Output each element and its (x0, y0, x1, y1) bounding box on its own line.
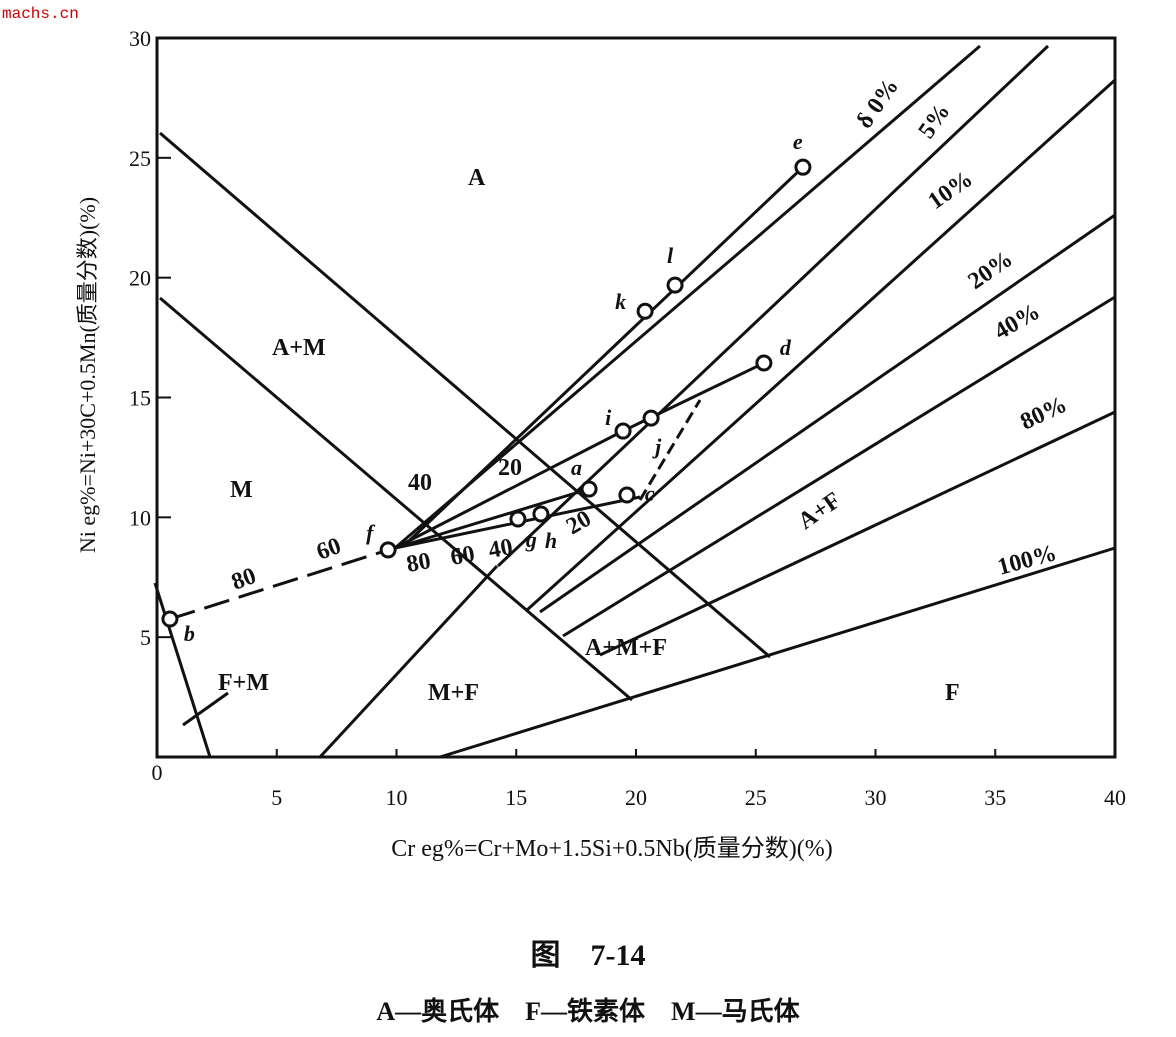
x-tick-label: 5 (271, 785, 282, 810)
y-axis-title: Ni eg%=Ni+30C+0.5Mn(质量分数)(%) (75, 197, 100, 553)
annotation: M (230, 477, 253, 503)
point-label: c (645, 481, 655, 506)
point (509, 510, 527, 528)
annotation: 80% (1017, 392, 1071, 436)
point (794, 158, 812, 176)
annotation: 40 (487, 534, 515, 564)
point-label: i (605, 405, 612, 430)
point-label: d (780, 335, 792, 360)
point (642, 409, 660, 427)
point-label: b (184, 621, 195, 646)
x-tick-label: 30 (865, 785, 887, 810)
annotation: A+M (272, 335, 326, 361)
annotation: A+F (794, 487, 846, 534)
point (161, 610, 179, 628)
y-tick-label: 5 (140, 625, 151, 650)
point-label: g (525, 527, 537, 552)
point-label: j (652, 434, 662, 459)
point-label: h (545, 528, 557, 553)
point-label: k (615, 289, 626, 314)
annotation: 5% (914, 99, 956, 143)
point (636, 302, 654, 320)
annotation: 60 (449, 541, 477, 571)
annotation: 80 (405, 548, 433, 578)
x-tick-label: 10 (386, 785, 408, 810)
annotation: 10% (924, 166, 978, 215)
annotation: F+M (218, 670, 269, 696)
x-tick-label: 35 (984, 785, 1006, 810)
annotation: 40% (990, 299, 1045, 346)
point-label: a (571, 455, 582, 480)
annotation: 40 (408, 470, 432, 496)
point (666, 276, 684, 294)
annotation: 60 (313, 533, 344, 566)
annotation: 20 (498, 455, 522, 481)
point-label: f (366, 520, 376, 545)
point (755, 354, 773, 372)
annotation: A (468, 165, 486, 191)
annotation: F (945, 680, 960, 706)
y-tick-label: 10 (129, 505, 151, 530)
point-label: l (667, 243, 674, 268)
y-tick-label: 25 (129, 146, 151, 171)
watermark: machs.cn (2, 5, 79, 23)
y-tick-label: 20 (129, 266, 151, 291)
point (580, 480, 598, 498)
x-tick-label: 0 (152, 760, 163, 785)
point (379, 541, 397, 559)
y-tick-label: 30 (129, 26, 151, 51)
legend-text: A—奥氏体 F—铁素体 M—马氏体 (376, 996, 800, 1026)
x-axis-title: Cr eg%=Cr+Mo+1.5Si+0.5Nb(质量分数)(%) (391, 835, 832, 862)
x-tick-label: 15 (505, 785, 527, 810)
point (532, 505, 550, 523)
annotation: A+M+F (585, 635, 667, 661)
point (614, 422, 632, 440)
x-tick-label: 40 (1104, 785, 1126, 810)
point-label: e (793, 129, 803, 154)
x-tick-label: 25 (745, 785, 767, 810)
point (618, 486, 636, 504)
annotation: M+F (428, 680, 479, 706)
annotation: δ 0% (852, 74, 905, 134)
x-tick-label: 20 (625, 785, 647, 810)
caption: 图 7-14 (531, 939, 646, 972)
y-tick-label: 15 (129, 386, 151, 411)
